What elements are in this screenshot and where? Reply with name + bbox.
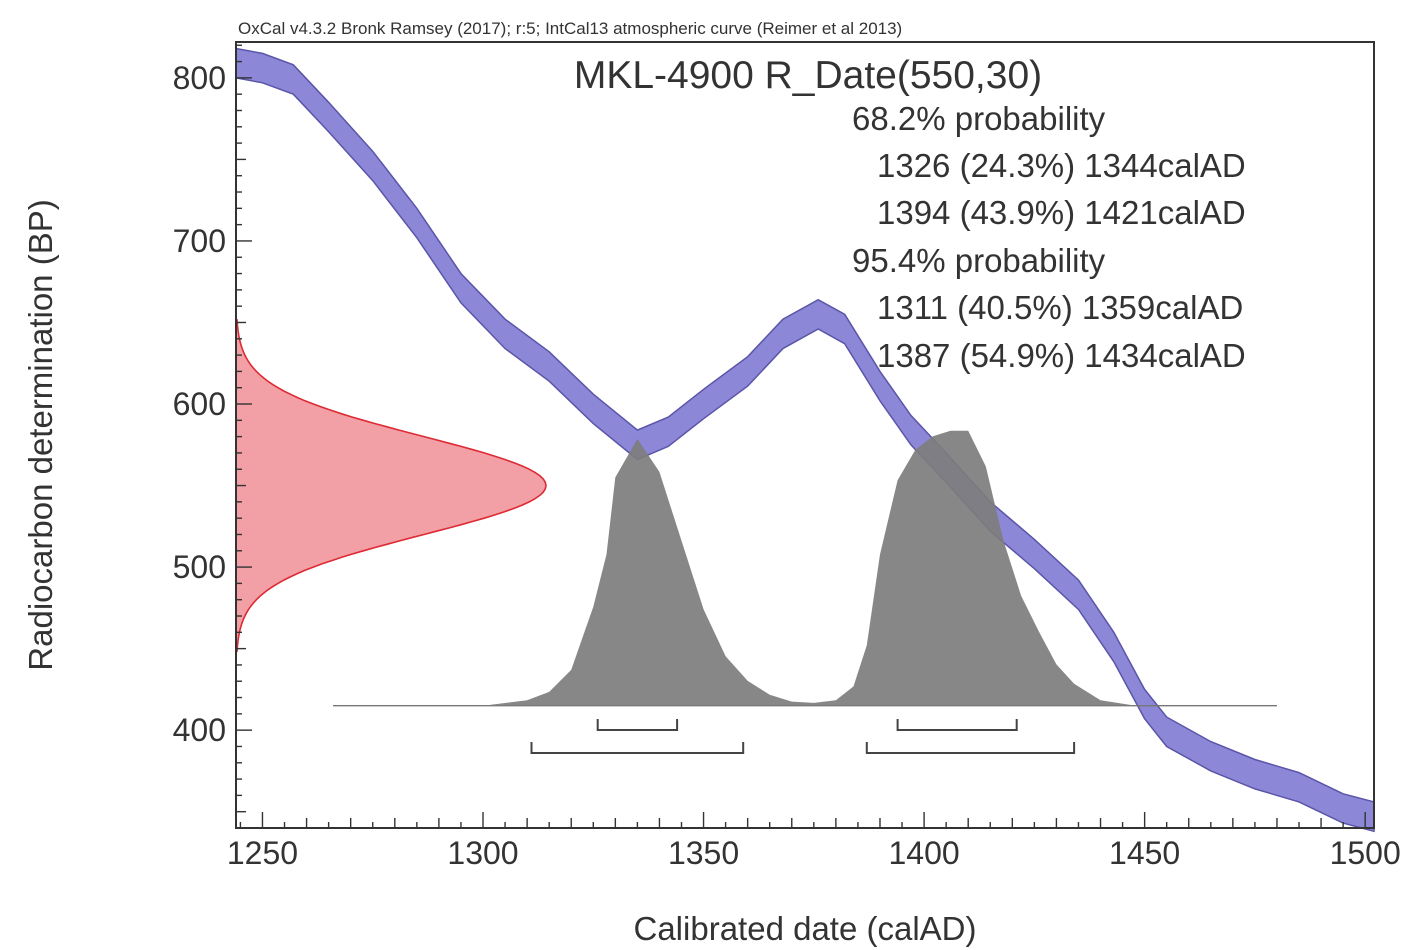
plot-frame bbox=[235, 41, 1375, 829]
x-tick-label: 1400 bbox=[888, 835, 959, 871]
range-bar-line bbox=[865, 742, 1076, 754]
x-axis-label: Calibrated date (calAD) bbox=[634, 910, 977, 947]
axes: 1250 1300 1350 1400 1450 1500 400 500 600 700 800 bbox=[173, 44, 1401, 871]
y-tick-label: 800 bbox=[173, 60, 226, 96]
y-tick-label: 600 bbox=[173, 386, 226, 422]
x-tick-label: 1300 bbox=[447, 835, 518, 871]
posterior-distribution bbox=[483, 430, 1136, 706]
range-text-3: 1394 (43.9%) 1421calAD bbox=[877, 194, 1246, 231]
y-tick-label: 500 bbox=[173, 549, 226, 585]
range-bar-4 bbox=[865, 742, 1076, 754]
range-text-6: 1387 (54.9%) 1434calAD bbox=[877, 337, 1246, 374]
range-bar-1 bbox=[596, 719, 679, 731]
x-tick-label: 1350 bbox=[668, 835, 739, 871]
radiocarbon-distribution-outline bbox=[236, 319, 547, 652]
range-bar-line bbox=[896, 719, 1018, 731]
probability-ranges: 68.2% probability 1326 (24.3%) 1344calAD… bbox=[852, 100, 1246, 374]
calibration-curve-band bbox=[235, 47, 1375, 833]
y-axis-label: Radiocarbon determination (BP) bbox=[22, 199, 59, 670]
range-text-5: 1311 (40.5%) 1359calAD bbox=[877, 289, 1243, 326]
x-tick-label: 1450 bbox=[1109, 835, 1180, 871]
y-tick-label: 400 bbox=[173, 712, 226, 748]
y-tick-label: 700 bbox=[173, 223, 226, 259]
range-text-4: 95.4% probability bbox=[852, 242, 1106, 279]
x-tick-label: 1500 bbox=[1330, 835, 1401, 871]
chart-title: MKL-4900 R_Date(550,30) bbox=[574, 54, 1042, 97]
plot-area bbox=[235, 47, 1375, 833]
range-text-2: 1326 (24.3%) 1344calAD bbox=[877, 147, 1246, 184]
radiocarbon-distribution bbox=[236, 319, 546, 652]
software-credit: OxCal v4.3.2 Bronk Ramsey (2017); r:5; I… bbox=[238, 19, 902, 38]
range-text-1: 68.2% probability bbox=[852, 100, 1106, 137]
x-tick-label: 1250 bbox=[227, 835, 298, 871]
range-bar-line bbox=[530, 742, 745, 754]
range-bar-3 bbox=[530, 742, 745, 754]
range-bar-2 bbox=[896, 719, 1018, 731]
range-bar-line bbox=[596, 719, 679, 731]
